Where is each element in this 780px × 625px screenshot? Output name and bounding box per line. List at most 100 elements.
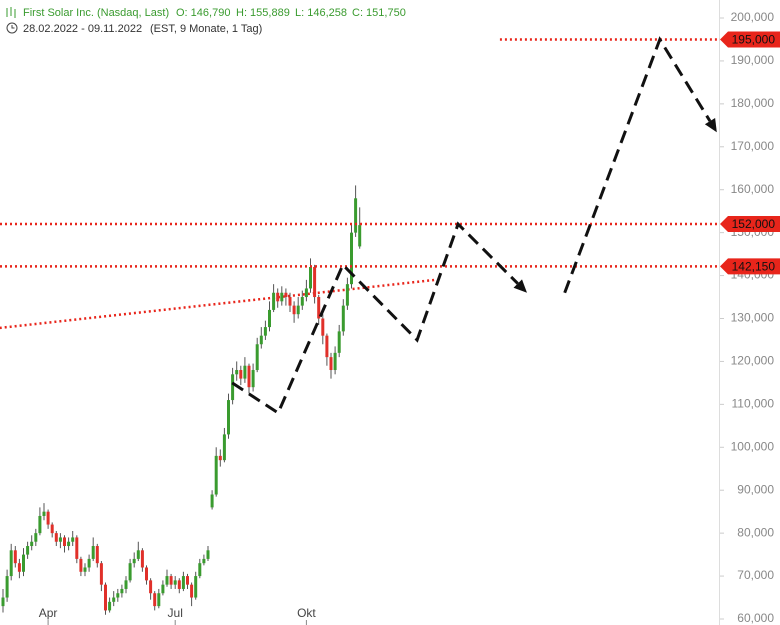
y-tick-label: 100,000 [731,439,775,453]
candle-body [173,580,177,585]
candle-body [263,327,267,336]
candle-body [268,309,271,328]
candle-body [50,524,54,534]
range-note: (EST, 9 Monate, 1 Tag) [150,23,262,35]
high-label: H: 155,889 [236,7,290,19]
candle-body [42,511,46,516]
candle-body [112,597,116,602]
candle-body [63,537,66,547]
candle-body [104,584,107,611]
candle-body [116,593,120,598]
candle-body [71,537,75,542]
candle-body [132,558,136,564]
level-tag [720,31,780,48]
candle-body [22,554,25,572]
candle-body [280,292,284,302]
candle-body [169,576,173,585]
candle-body [337,331,341,353]
candle-body [186,576,189,585]
candle-body [161,584,165,594]
candle-body [91,546,95,559]
projection-line [231,221,519,416]
level-label: 152,000 [732,217,776,231]
candle-body [58,537,62,542]
candle-body [288,297,292,306]
candle-body [341,305,345,332]
y-tick-label: 190,000 [731,53,775,67]
candle-body [210,494,214,508]
candle-body [358,225,362,247]
y-tick-label: 160,000 [731,182,775,196]
candle-body [99,563,103,585]
candle-body [67,541,71,547]
candle-body [124,580,128,589]
y-tick-label: 130,000 [731,311,775,325]
candle-body [333,352,337,371]
candle-body [325,335,329,358]
candle-body [198,563,202,577]
date-range: 28.02.2022 - 09.11.2022 [23,23,142,35]
candle-body [247,365,251,388]
candle-body [83,567,87,572]
candle-body [177,580,181,589]
candle-body [34,533,38,542]
level-label: 195,000 [732,33,776,47]
candle-body [329,357,333,371]
y-tick-label: 170,000 [731,139,775,153]
candle-body [276,292,280,302]
candle-body [345,284,349,306]
candle-body [313,266,317,298]
x-tick-label: Apr [39,606,58,620]
candle-body [54,533,58,542]
y-tick-label: 60,000 [737,611,774,625]
candle-body [243,365,247,379]
level-tag [720,258,780,275]
clock-icon [6,22,18,34]
candle-body [9,550,13,577]
candle-body [255,344,259,371]
level-label: 142,150 [732,260,776,274]
candle-body [165,576,169,585]
candle-body [149,580,153,594]
y-tick-label: 80,000 [737,525,774,539]
candle-body [304,288,308,298]
y-tick-label: 200,000 [731,10,775,24]
candle-body [79,558,83,572]
candle-body [350,232,353,285]
candle-body [13,550,17,564]
candle-body [5,576,9,598]
candle-body [26,546,30,555]
y-tick-label: 70,000 [737,568,774,582]
candle-body [153,593,157,607]
candle-body [231,374,235,401]
candle-body [284,292,288,298]
trend-line [0,278,436,330]
x-tick-label: Jul [168,606,183,620]
close-label: C: 151,750 [352,7,406,19]
y-tick-label: 110,000 [732,397,775,411]
x-tick-label: Okt [297,606,316,620]
candle-body [272,292,276,310]
candle-body [128,563,132,581]
header-icon [6,7,16,18]
candle-body [222,434,226,461]
candle-body [108,601,112,611]
candle-body [87,558,91,568]
candle-body [157,593,161,607]
candle-body [202,558,206,564]
candle-body [214,455,218,495]
candle-body [235,370,239,375]
candle-body [317,297,321,319]
candle-body [75,537,79,559]
candle-body [354,198,358,233]
candle-body [218,455,222,461]
candle-body [251,370,255,388]
projection-arrow [704,117,717,133]
candle-body [46,511,50,525]
candle-body [181,576,185,589]
candle-body [38,515,42,534]
projection-arrow [513,279,527,293]
candle-body [136,550,140,559]
candle-body [259,335,263,345]
low-label: L: 146,258 [295,7,347,19]
